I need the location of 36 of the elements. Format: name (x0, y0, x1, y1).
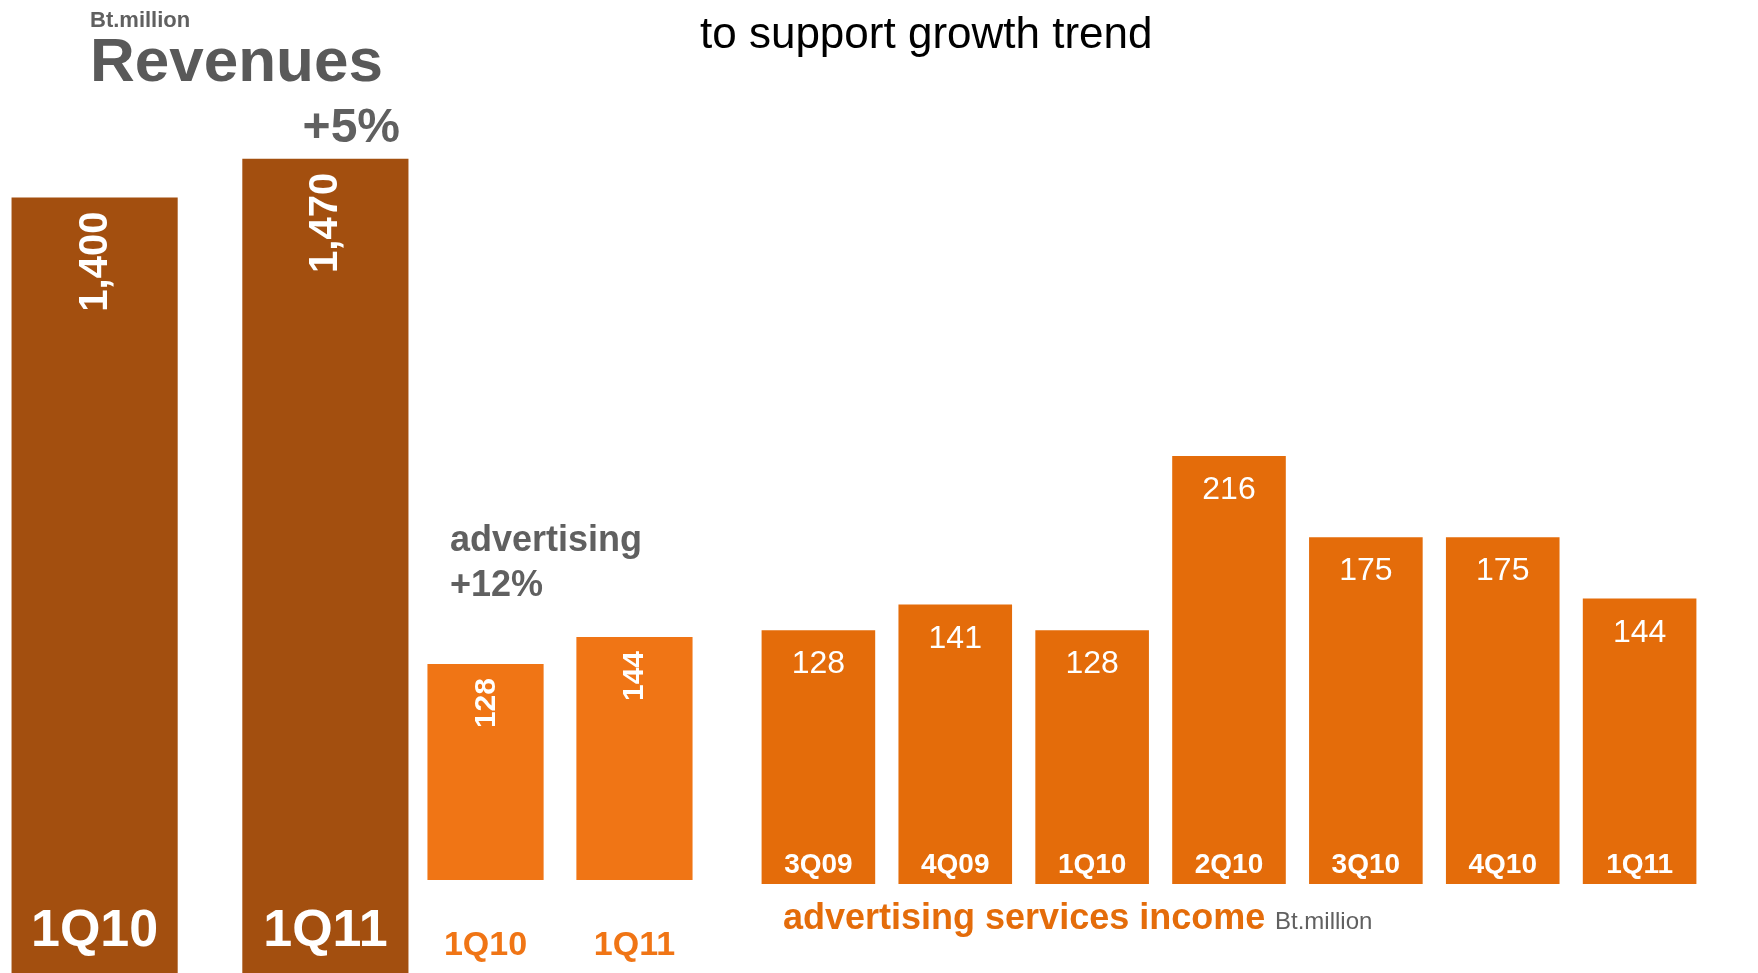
data-label: 175 (1476, 551, 1530, 588)
x-tick-label: 3Q09 (784, 848, 853, 879)
x-axis-title: advertising services income (783, 896, 1266, 937)
chart-title: advertising (450, 518, 643, 559)
text: Bt.million (90, 7, 191, 32)
text: +12% (450, 563, 544, 604)
bar (1035, 630, 1149, 884)
bar (761, 630, 876, 884)
data-label: 128 (791, 644, 846, 681)
bar (1309, 537, 1423, 884)
bar (1582, 598, 1697, 884)
x-tick-label: 1Q10 (31, 899, 159, 957)
data-label: 144 (1612, 612, 1667, 649)
text: +5% (302, 99, 400, 152)
bar (1445, 537, 1560, 884)
data-label: 1,400 (70, 211, 115, 312)
chart-title: to support growth trend (700, 8, 1153, 57)
x-tick-label: 1Q11 (593, 924, 676, 962)
bar (1172, 455, 1286, 884)
x-tick-label: 4Q09 (921, 848, 990, 879)
x-tick-label: 1Q10 (1057, 848, 1127, 879)
data-label: 216 (1202, 469, 1256, 506)
x-tick-label: 3Q10 (1331, 848, 1401, 879)
data-label: 175 (1339, 551, 1393, 588)
bar (898, 604, 1013, 884)
x-tick-label: 1Q10 (443, 924, 528, 962)
data-label: 128 (1065, 644, 1119, 681)
data-label: 144 (616, 650, 650, 702)
x-tick-label: 2Q10 (1194, 848, 1264, 879)
data-label: 1,470 (301, 172, 346, 273)
text: Bt.million (1275, 907, 1373, 934)
data-label: 128 (467, 678, 501, 729)
data-label: 141 (928, 618, 982, 655)
x-tick-label: 4Q10 (1468, 848, 1537, 879)
x-tick-label: 1Q11 (1606, 848, 1674, 879)
x-tick-label: 1Q11 (263, 899, 388, 957)
